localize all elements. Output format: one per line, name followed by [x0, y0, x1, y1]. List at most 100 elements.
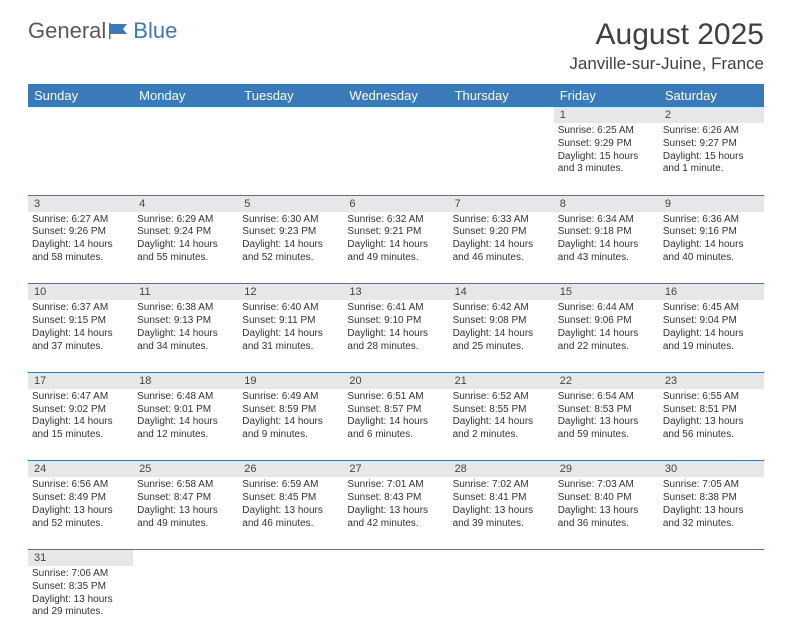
day-cell: Sunrise: 6:54 AMSunset: 8:53 PMDaylight:… — [554, 389, 659, 461]
day-cell: Sunrise: 6:34 AMSunset: 9:18 PMDaylight:… — [554, 212, 659, 284]
sunset-text: Sunset: 8:55 PM — [453, 404, 550, 417]
day-cell — [449, 566, 554, 638]
sunset-text: Sunset: 9:16 PM — [663, 226, 760, 239]
day-header: Thursday — [449, 84, 554, 107]
daylight-text: Daylight: 13 hours and 29 minutes. — [32, 594, 129, 620]
day-cell: Sunrise: 6:42 AMSunset: 9:08 PMDaylight:… — [449, 300, 554, 372]
sunrise-text: Sunrise: 6:38 AM — [137, 302, 234, 315]
day-header-row: Sunday Monday Tuesday Wednesday Thursday… — [28, 84, 764, 107]
daylight-text: Daylight: 14 hours and 25 minutes. — [453, 328, 550, 354]
sunrise-text: Sunrise: 7:01 AM — [347, 479, 444, 492]
day-cell: Sunrise: 6:37 AMSunset: 9:15 PMDaylight:… — [28, 300, 133, 372]
sunrise-text: Sunrise: 6:36 AM — [663, 214, 760, 227]
day-cell: Sunrise: 6:25 AMSunset: 9:29 PMDaylight:… — [554, 123, 659, 195]
day-number: 15 — [554, 284, 659, 301]
daylight-text: Daylight: 13 hours and 59 minutes. — [558, 416, 655, 442]
sunset-text: Sunset: 8:49 PM — [32, 492, 129, 505]
week-row: Sunrise: 6:25 AMSunset: 9:29 PMDaylight:… — [28, 123, 764, 195]
calendar-table: Sunday Monday Tuesday Wednesday Thursday… — [28, 84, 764, 638]
daylight-text: Daylight: 14 hours and 34 minutes. — [137, 328, 234, 354]
sunrise-text: Sunrise: 6:37 AM — [32, 302, 129, 315]
day-cell: Sunrise: 6:58 AMSunset: 8:47 PMDaylight:… — [133, 477, 238, 549]
day-cell: Sunrise: 6:32 AMSunset: 9:21 PMDaylight:… — [343, 212, 448, 284]
day-number: 29 — [554, 461, 659, 478]
sunset-text: Sunset: 9:10 PM — [347, 315, 444, 328]
day-number: 10 — [28, 284, 133, 301]
day-number: 19 — [238, 372, 343, 389]
day-number: 28 — [449, 461, 554, 478]
day-number: 5 — [238, 195, 343, 212]
day-number — [238, 107, 343, 123]
day-header: Tuesday — [238, 84, 343, 107]
sunrise-text: Sunrise: 7:02 AM — [453, 479, 550, 492]
sunrise-text: Sunrise: 6:47 AM — [32, 391, 129, 404]
sunrise-text: Sunrise: 7:05 AM — [663, 479, 760, 492]
day-number: 8 — [554, 195, 659, 212]
title-block: August 2025 Janville-sur-Juine, France — [569, 18, 764, 74]
day-number: 9 — [659, 195, 764, 212]
sunrise-text: Sunrise: 6:42 AM — [453, 302, 550, 315]
logo-text-blue: Blue — [133, 18, 177, 44]
sunrise-text: Sunrise: 6:52 AM — [453, 391, 550, 404]
day-number: 4 — [133, 195, 238, 212]
sunrise-text: Sunrise: 6:58 AM — [137, 479, 234, 492]
daylight-text: Daylight: 14 hours and 40 minutes. — [663, 239, 760, 265]
day-number: 27 — [343, 461, 448, 478]
daylight-text: Daylight: 14 hours and 46 minutes. — [453, 239, 550, 265]
day-number: 17 — [28, 372, 133, 389]
sunset-text: Sunset: 9:04 PM — [663, 315, 760, 328]
sunrise-text: Sunrise: 6:25 AM — [558, 125, 655, 138]
day-number — [133, 107, 238, 123]
sunset-text: Sunset: 9:27 PM — [663, 138, 760, 151]
daylight-text: Daylight: 14 hours and 52 minutes. — [242, 239, 339, 265]
day-number: 11 — [133, 284, 238, 301]
sunrise-text: Sunrise: 6:41 AM — [347, 302, 444, 315]
daynum-row: 3456789 — [28, 195, 764, 212]
sunrise-text: Sunrise: 6:45 AM — [663, 302, 760, 315]
day-number: 1 — [554, 107, 659, 123]
sunrise-text: Sunrise: 6:49 AM — [242, 391, 339, 404]
daylight-text: Daylight: 14 hours and 55 minutes. — [137, 239, 234, 265]
day-cell: Sunrise: 6:29 AMSunset: 9:24 PMDaylight:… — [133, 212, 238, 284]
location-subtitle: Janville-sur-Juine, France — [569, 54, 764, 74]
daylight-text: Daylight: 13 hours and 52 minutes. — [32, 505, 129, 531]
sunrise-text: Sunrise: 7:06 AM — [32, 568, 129, 581]
day-header: Sunday — [28, 84, 133, 107]
day-cell: Sunrise: 6:51 AMSunset: 8:57 PMDaylight:… — [343, 389, 448, 461]
daynum-row: 31 — [28, 549, 764, 566]
day-number: 12 — [238, 284, 343, 301]
sunrise-text: Sunrise: 6:27 AM — [32, 214, 129, 227]
page-title: August 2025 — [569, 18, 764, 52]
daynum-row: 17181920212223 — [28, 372, 764, 389]
day-number: 20 — [343, 372, 448, 389]
day-header: Monday — [133, 84, 238, 107]
day-cell — [343, 123, 448, 195]
day-cell — [554, 566, 659, 638]
sunset-text: Sunset: 9:13 PM — [137, 315, 234, 328]
daylight-text: Daylight: 14 hours and 9 minutes. — [242, 416, 339, 442]
day-number: 13 — [343, 284, 448, 301]
week-row: Sunrise: 6:56 AMSunset: 8:49 PMDaylight:… — [28, 477, 764, 549]
sunrise-text: Sunrise: 6:33 AM — [453, 214, 550, 227]
sunset-text: Sunset: 9:20 PM — [453, 226, 550, 239]
day-number — [449, 107, 554, 123]
daylight-text: Daylight: 14 hours and 2 minutes. — [453, 416, 550, 442]
sunset-text: Sunset: 9:11 PM — [242, 315, 339, 328]
day-cell: Sunrise: 6:27 AMSunset: 9:26 PMDaylight:… — [28, 212, 133, 284]
day-cell — [133, 123, 238, 195]
sunset-text: Sunset: 9:15 PM — [32, 315, 129, 328]
day-cell: Sunrise: 6:45 AMSunset: 9:04 PMDaylight:… — [659, 300, 764, 372]
sunset-text: Sunset: 9:23 PM — [242, 226, 339, 239]
day-cell — [238, 123, 343, 195]
day-number — [554, 549, 659, 566]
sunrise-text: Sunrise: 6:34 AM — [558, 214, 655, 227]
daylight-text: Daylight: 15 hours and 1 minute. — [663, 151, 760, 177]
sunrise-text: Sunrise: 6:51 AM — [347, 391, 444, 404]
sunset-text: Sunset: 9:21 PM — [347, 226, 444, 239]
sunrise-text: Sunrise: 7:03 AM — [558, 479, 655, 492]
day-number — [449, 549, 554, 566]
day-cell — [238, 566, 343, 638]
sunset-text: Sunset: 8:43 PM — [347, 492, 444, 505]
sunrise-text: Sunrise: 6:32 AM — [347, 214, 444, 227]
sunrise-text: Sunrise: 6:48 AM — [137, 391, 234, 404]
